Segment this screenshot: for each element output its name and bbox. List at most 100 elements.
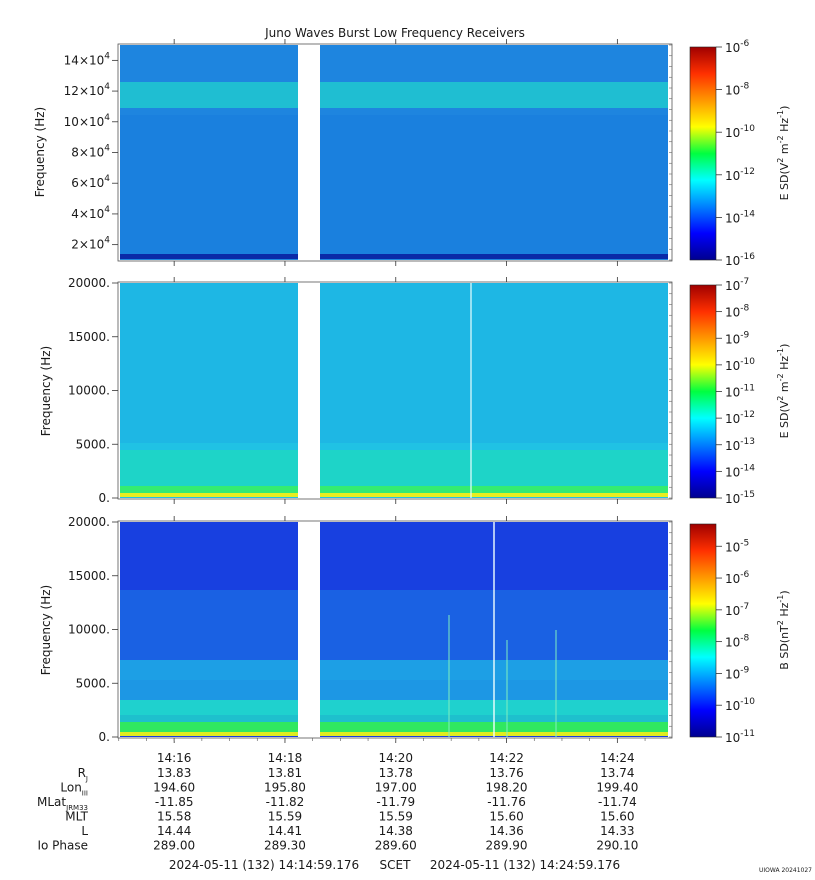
panel-ytick-label: 20000. [68,276,110,290]
panel-2-noise-overlay [120,283,668,443]
panel-ytick-label: 15000. [68,569,110,583]
ephemeris-value: 198.20 [486,781,528,795]
panel-1-lower-band [120,115,668,255]
panel-ytick-label: 2×104 [71,236,110,252]
ephemeris-value: 290.10 [596,839,638,853]
colorbar-tick-label: 10-13 [725,437,755,453]
xtick-label: 14:18 [268,751,303,765]
colorbar-tick-label: 10-14 [725,463,755,479]
ephemeris-row-label: L [81,824,88,838]
ephemeris-row-label: MLT [65,810,88,824]
panel-low-frequency-e: 0. 5000. 10000. 15000. 20000. Frequency (Hz)… [39,276,791,506]
colorbar-tick-label: 10-7 [725,602,749,618]
panel-magnetic-b: 0. 5000. 10000. 15000. 20000. Frequency (Hz)… [39,515,791,745]
ephemeris-value: -11.74 [598,795,637,809]
panel-ytick-label: 0. [99,730,110,744]
panel-3-floor-band [120,722,668,734]
footer-start-time: 2024-05-11 (132) 14:14:59.176 [169,858,359,872]
panel-ytick-label: 5000. [76,676,110,690]
colorbar-tick-label: 10-9 [725,330,750,346]
ephemeris-value: -11.79 [376,795,415,809]
ephemeris-value: 13.81 [268,766,302,780]
ephemeris-value: 15.60 [489,810,523,824]
ephemeris-value: 14.36 [489,824,523,838]
panel-3-cyan-layer [120,700,668,725]
ephemeris-value: 14.33 [600,824,634,838]
panel-3-colorbar-ticks: 10-5 10-6 10-7 10-8 10-9 10-10 10-11 [716,538,755,745]
ephemeris-value: 15.59 [268,810,302,824]
panel-2-floor-band [120,486,668,494]
ephemeris-value: 289.90 [486,839,528,853]
panel-1-enhanced-band [120,82,668,108]
ephemeris-value: 14.44 [157,824,191,838]
panel-ytick-label: 10×104 [64,113,111,129]
colorbar-tick-label: 10-7 [725,277,749,293]
ephemeris-value: -11.85 [155,795,194,809]
colorbar-tick-label: 10-14 [725,209,755,225]
panel-ytick-label: 15000. [68,330,110,344]
ephemeris-value: 194.60 [153,781,195,795]
panel-1-colorbar-ticks: 10-6 10-8 10-10 10-12 10-14 10-16 [716,39,755,268]
panel-1-ylabel: Frequency (Hz) [33,107,47,198]
ephemeris-row-label: LonIII [60,781,88,798]
panel-2-data-gap [298,283,320,498]
panel-3-floor-edge [120,732,668,736]
panel-ytick-label: 0. [99,491,110,505]
panel-1-colorbar: 10-6 10-8 10-10 10-12 10-14 10-16 E SD(V2 m-2… [689,39,791,268]
colorbar-tick-label: 10-9 [725,665,750,681]
colorbar-tick-label: 10-11 [725,384,755,400]
ephemeris-value: 289.60 [375,839,417,853]
ephemeris-value: 14.41 [268,824,302,838]
panel-ytick-label: 6×104 [71,174,110,190]
panel-2-colorbar: 10-7 10-8 10-9 10-10 10-11 10-12 10-13 10-14 10-… [689,277,791,506]
footer-end-time: 2024-05-11 (132) 14:24:59.176 [430,858,620,872]
ephemeris-value: 197.00 [375,781,417,795]
xtick-label: 14:20 [378,751,413,765]
ephemeris-value: 13.76 [489,766,523,780]
ephemeris-value: 13.83 [157,766,191,780]
ephemeris-value: 13.74 [600,766,634,780]
colorbar-tick-label: 10-10 [725,357,755,373]
panel-1-data-gap [298,45,320,260]
ephemeris-row-label: Io Phase [37,839,88,853]
colorbar-tick-label: 10-6 [725,39,750,55]
colorbar-tick-label: 10-8 [725,82,750,98]
panel-2-yaxis: 0. 5000. 10000. 15000. 20000. Frequency (Hz) [39,276,672,505]
footer-scet-label: SCET [380,858,412,872]
panel-1-low-cutoff-band [120,254,668,259]
panel-2-ylabel: Frequency (Hz) [39,346,53,437]
colorbar-tick-label: 10-8 [725,304,750,320]
panel-ytick-label: 20000. [68,515,110,529]
panel-1-yaxis: 2×104 4×104 6×104 8×104 10×104 12×104 14×104 F… [33,44,672,261]
panel-2-colorbar-label: E SD(V2 m-2 Hz-1) [776,344,791,439]
colorbar-tick-label: 10-10 [725,697,755,713]
panel-1-colorbar-label: E SD(V2 m-2 Hz-1) [776,106,791,201]
chart-title: Juno Waves Burst Low Frequency Receivers [264,26,525,40]
ephemeris-row-label: MLatJRM33 [37,795,88,812]
panel-3-data-gap [298,522,320,737]
panel-ytick-label: 4×104 [71,205,110,221]
panel-1-colorbar-gradient [689,46,717,261]
panel-3-colorbar-gradient [689,523,717,738]
ephemeris-value: 14.38 [379,824,413,838]
ephemeris-value: 15.60 [600,810,634,824]
panel-3-yaxis: 0. 5000. 10000. 15000. 20000. Frequency (Hz) [39,515,672,744]
panel-ytick-label: 8×104 [71,144,110,160]
colorbar-tick-label: 10-5 [725,538,749,554]
colorbar-tick-label: 10-6 [725,570,750,586]
panel-ytick-label: 10000. [68,623,110,637]
ephemeris-value: -11.82 [266,795,305,809]
panel-3-ylabel: Frequency (Hz) [39,585,53,676]
colorbar-tick-label: 10-12 [725,410,755,426]
ephemeris-value: 289.30 [264,839,306,853]
xtick-label: 14:22 [489,751,524,765]
ephemeris-value: 289.00 [153,839,195,853]
footer-time-range: 2024-05-11 (132) 14:14:59.176 SCET 2024-… [169,858,620,872]
panel-3-colorbar: 10-5 10-6 10-7 10-8 10-9 10-10 10-11 B SD(nT2 … [689,523,791,745]
ephemeris-table: RJ 13.83 13.81 13.78 13.76 13.74 LonIII 194.60 1… [37,766,638,853]
panel-1-main-noise [120,45,668,260]
panel-3-colorbar-label: B SD(nT2 Hz-1) [776,590,791,669]
colorbar-tick-label: 10-15 [725,490,755,506]
colorbar-tick-label: 10-12 [725,167,755,183]
xtick-label: 14:16 [157,751,192,765]
